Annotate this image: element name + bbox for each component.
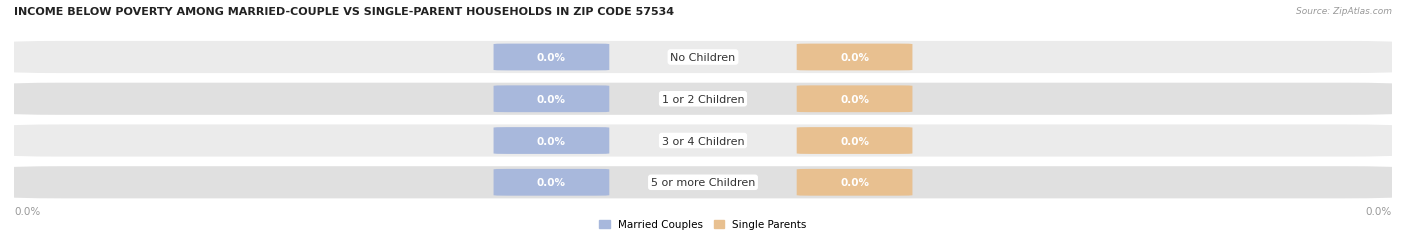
FancyBboxPatch shape (797, 44, 912, 71)
FancyBboxPatch shape (797, 169, 912, 196)
Text: 0.0%: 0.0% (839, 177, 869, 188)
Text: 0.0%: 0.0% (537, 94, 567, 104)
Text: 5 or more Children: 5 or more Children (651, 177, 755, 188)
Text: 0.0%: 0.0% (14, 207, 41, 216)
Legend: Married Couples, Single Parents: Married Couples, Single Parents (595, 215, 811, 231)
Text: 0.0%: 0.0% (537, 177, 567, 188)
Text: 0.0%: 0.0% (839, 53, 869, 63)
Text: 0.0%: 0.0% (1365, 207, 1392, 216)
Text: 3 or 4 Children: 3 or 4 Children (662, 136, 744, 146)
Text: 1 or 2 Children: 1 or 2 Children (662, 94, 744, 104)
Text: Source: ZipAtlas.com: Source: ZipAtlas.com (1296, 7, 1392, 16)
FancyBboxPatch shape (7, 167, 1399, 198)
Text: 0.0%: 0.0% (537, 53, 567, 63)
Text: 0.0%: 0.0% (839, 136, 869, 146)
FancyBboxPatch shape (494, 86, 609, 113)
FancyBboxPatch shape (494, 128, 609, 154)
FancyBboxPatch shape (797, 86, 912, 113)
Text: 0.0%: 0.0% (537, 136, 567, 146)
FancyBboxPatch shape (7, 83, 1399, 115)
FancyBboxPatch shape (7, 42, 1399, 74)
FancyBboxPatch shape (494, 44, 609, 71)
Text: 0.0%: 0.0% (839, 94, 869, 104)
FancyBboxPatch shape (7, 125, 1399, 157)
FancyBboxPatch shape (797, 128, 912, 154)
FancyBboxPatch shape (494, 169, 609, 196)
Text: INCOME BELOW POVERTY AMONG MARRIED-COUPLE VS SINGLE-PARENT HOUSEHOLDS IN ZIP COD: INCOME BELOW POVERTY AMONG MARRIED-COUPL… (14, 7, 675, 17)
Text: No Children: No Children (671, 53, 735, 63)
